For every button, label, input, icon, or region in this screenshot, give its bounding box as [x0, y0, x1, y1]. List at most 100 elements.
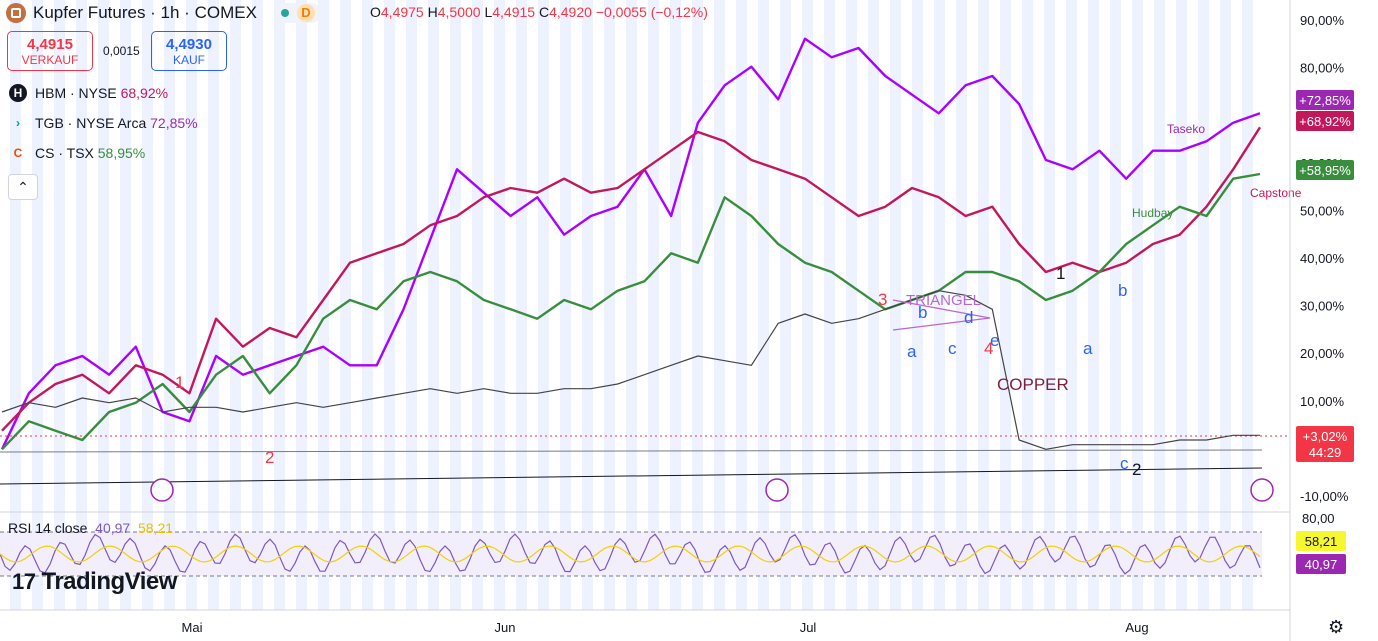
- session-shade: [1044, 0, 1055, 610]
- session-shade: [186, 0, 197, 610]
- session-shade: [98, 0, 109, 610]
- rsi-ma-line: [0, 545, 1261, 563]
- x-tick-label: Aug: [1125, 620, 1148, 635]
- session-shade: [1110, 0, 1121, 610]
- symbol-row-tgb[interactable]: › TGB · NYSE Arca 72,85%: [9, 114, 198, 132]
- session-shade: [1022, 0, 1033, 610]
- wave-label: 4: [984, 339, 993, 358]
- series-label: Taseko: [1167, 122, 1205, 136]
- buy-label: KAUF: [172, 53, 205, 67]
- session-shade: [1176, 0, 1187, 610]
- session-shade: [1154, 0, 1165, 610]
- session-shade: [868, 0, 879, 610]
- series-line-capstone: [1, 172, 1261, 451]
- session-shade: [824, 0, 835, 610]
- price-badge: [1296, 111, 1354, 131]
- countdown-text: 44:29: [1309, 445, 1342, 460]
- high-value: 4,5000: [437, 4, 481, 20]
- y-tick-label: 10,00%: [1300, 394, 1345, 409]
- price-badge: [1296, 90, 1354, 110]
- tgb-logo-icon: ›: [16, 116, 20, 130]
- change-value: −0,0055 (−0,12%): [595, 4, 708, 20]
- session-shade: [318, 0, 329, 610]
- session-shade: [120, 0, 131, 610]
- close-value: 4,4920: [549, 4, 592, 20]
- session-shade: [604, 0, 615, 610]
- session-shade: [406, 0, 417, 610]
- session-shade: [538, 0, 549, 610]
- symbol-value: 72,85%: [150, 115, 198, 131]
- wave-label: d: [964, 308, 973, 327]
- wave-label: a: [907, 342, 917, 361]
- y-tick-label: 30,00%: [1300, 299, 1345, 314]
- wave-label: 2: [1132, 460, 1141, 479]
- session-shade: [626, 0, 637, 610]
- event-marker-icon: [150, 478, 174, 502]
- y-tick-label: 20,00%: [1300, 346, 1345, 361]
- chart-header: Kupfer Futures · 1h · COMEX D: [6, 2, 321, 24]
- session-shade: [384, 0, 395, 610]
- session-shade: [164, 0, 175, 610]
- x-tick-label: Jun: [495, 620, 516, 635]
- session-shade: [1132, 0, 1143, 610]
- session-shade: [252, 0, 263, 610]
- price-badge-text: +68,92%: [1299, 114, 1351, 129]
- symbol-row-cs[interactable]: C CS · TSX 58,95%: [9, 144, 146, 162]
- session-shade: [516, 0, 527, 610]
- session-shade: [54, 0, 65, 610]
- session-shade: [340, 0, 351, 610]
- triangle-label: TRIANGEL: [906, 292, 981, 309]
- wave-label: 2: [265, 448, 274, 467]
- collapse-legend-button[interactable]: ⌃: [8, 174, 38, 200]
- series-label: COPPER: [997, 375, 1069, 394]
- symbol-row-hbm[interactable]: H HBM · NYSE 68,92%: [9, 84, 168, 102]
- session-shade: [142, 0, 153, 610]
- price-badge: [1296, 160, 1354, 180]
- rsi-badge-text: 40,97: [1305, 557, 1338, 572]
- tradingview-logo[interactable]: 17 TradingView: [12, 568, 177, 595]
- event-marker-icon: [1250, 478, 1274, 502]
- session-shade: [560, 0, 571, 610]
- price-badge-text: +58,95%: [1299, 163, 1351, 178]
- event-marker-icon: [765, 478, 789, 502]
- session-shade: [1220, 0, 1231, 610]
- spread-value: 0,0015: [103, 44, 140, 58]
- chart-title[interactable]: Kupfer Futures · 1h · COMEX: [33, 3, 257, 22]
- sell-button[interactable]: 4,4915 VERKAUF: [7, 31, 93, 71]
- session-shade: [1000, 0, 1011, 610]
- series-line-hudbay: [1, 126, 1262, 432]
- wave-label: 3: [878, 290, 887, 309]
- session-shade: [582, 0, 593, 610]
- wave-label: 1: [175, 373, 184, 392]
- market-status-pill[interactable]: D: [274, 3, 321, 23]
- wave-label: c: [948, 339, 957, 358]
- y-tick-label: 50,00%: [1300, 203, 1345, 218]
- rsi-legend: RSI 14 close 40,97 58,21: [8, 520, 173, 536]
- session-shade: [934, 0, 945, 610]
- symbol-name: CS · TSX: [35, 145, 94, 161]
- data-delay-badge: D: [296, 4, 315, 22]
- session-shade: [428, 0, 439, 610]
- x-tick-label: Jul: [800, 620, 817, 635]
- open-value: 4,4975: [380, 4, 424, 20]
- session-shade: [780, 0, 791, 610]
- sell-label: VERKAUF: [21, 53, 79, 67]
- settings-gear-icon[interactable]: ⚙: [1328, 617, 1345, 637]
- hbm-logo-icon: H: [9, 84, 27, 102]
- buy-button[interactable]: 4,4930 KAUF: [151, 31, 227, 71]
- rsi-badge-purple: [1296, 554, 1346, 574]
- sell-price: 4,4915: [27, 36, 73, 53]
- series-line-taseko: [0, 37, 1261, 450]
- y-tick-label: 40,00%: [1300, 251, 1345, 266]
- session-shade: [758, 0, 769, 610]
- symbol-name: HBM · NYSE: [35, 85, 117, 101]
- session-shade: [846, 0, 857, 610]
- symbol-name: TGB · NYSE Arca: [35, 115, 147, 131]
- session-shade: [1066, 0, 1077, 610]
- market-open-dot-icon: [280, 9, 289, 17]
- session-shade: [32, 0, 43, 610]
- rsi-badge-yellow: [1296, 531, 1346, 551]
- cs-logo-icon: C: [13, 146, 23, 160]
- y-tick-label: 90,00%: [1300, 13, 1345, 28]
- triangle-pattern: [892, 299, 991, 331]
